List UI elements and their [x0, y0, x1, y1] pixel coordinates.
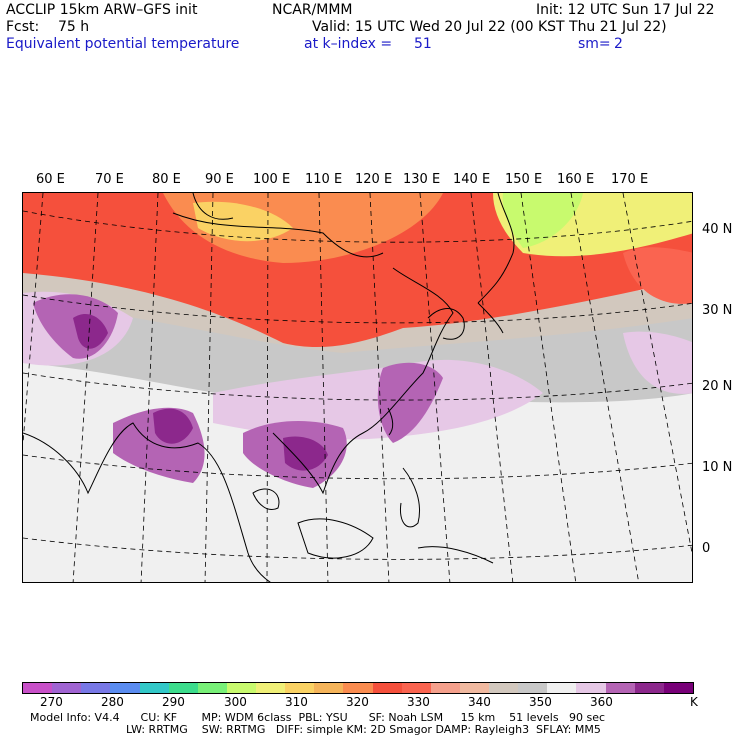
init-time: Init: 12 UTC Sun 17 Jul 22: [536, 2, 715, 18]
field-name: Equivalent potential temperature: [6, 36, 240, 52]
colorbar-swatch: [226, 683, 256, 693]
model-info-line2: LW: RRTMG SW: RRTMG DIFF: simple KM: 2D …: [126, 723, 601, 736]
lat-label: 20 N: [702, 379, 733, 394]
lon-label: 70 E: [95, 172, 124, 187]
colorbar-tick: 330: [407, 695, 430, 709]
level-label: at k–index =: [304, 36, 393, 52]
colorbar-swatch: [23, 683, 53, 693]
level-value: 51: [414, 36, 432, 52]
colorbar-unit: K: [690, 695, 698, 709]
colorbar-swatch: [256, 683, 286, 693]
smoothing-label: sm=: [578, 36, 611, 52]
colorbar-swatch: [110, 683, 140, 693]
colorbar-swatch: [605, 683, 635, 693]
colorbar-swatch: [518, 683, 548, 693]
lon-label: 90 E: [205, 172, 234, 187]
center-label: NCAR/MMM: [272, 2, 353, 18]
colorbar-swatch: [576, 683, 606, 693]
colorbar-swatch: [197, 683, 227, 693]
forecast-hours: 75 h: [58, 19, 90, 35]
colorbar: [22, 682, 694, 694]
colorbar-swatch: [168, 683, 198, 693]
lon-label: 160 E: [557, 172, 595, 187]
colorbar-tick: 310: [285, 695, 308, 709]
theta-e-map: [22, 192, 693, 583]
colorbar-swatch: [401, 683, 431, 693]
lon-label: 60 E: [36, 172, 65, 187]
lon-label: 120 E: [355, 172, 393, 187]
smoothing-value: 2: [614, 36, 623, 52]
lat-label: 40 N: [702, 222, 733, 237]
colorbar-tick: 360: [590, 695, 613, 709]
lat-label: 10 N: [702, 460, 733, 475]
valid-time: Valid: 15 UTC Wed 20 Jul 22 (00 KST Thu …: [312, 19, 667, 35]
colorbar-swatch: [285, 683, 315, 693]
colorbar-swatch: [139, 683, 169, 693]
lon-label: 110 E: [305, 172, 343, 187]
colorbar-tick: 340: [468, 695, 491, 709]
colorbar-swatch: [314, 683, 344, 693]
model-info-line1: Model Info: V4.4 CU: KF MP: WDM 6class P…: [30, 711, 606, 724]
colorbar-tick: 290: [162, 695, 185, 709]
colorbar-swatch: [372, 683, 402, 693]
model-title: ACCLIP 15km ARW–GFS init: [6, 2, 198, 18]
colorbar-tick: 280: [101, 695, 124, 709]
colorbar-swatch: [547, 683, 577, 693]
colorbar-tick: 350: [529, 695, 552, 709]
colorbar-tick: 270: [40, 695, 63, 709]
lon-label: 150 E: [505, 172, 543, 187]
colorbar-tick: 300: [224, 695, 247, 709]
lon-label: 140 E: [453, 172, 491, 187]
lon-label: 130 E: [403, 172, 441, 187]
lat-label: 0: [702, 541, 711, 556]
colorbar-swatch: [459, 683, 489, 693]
lat-label: 30 N: [702, 303, 733, 318]
colorbar-swatch: [81, 683, 111, 693]
colorbar-swatch: [430, 683, 460, 693]
lon-label: 100 E: [253, 172, 291, 187]
lon-label: 80 E: [152, 172, 181, 187]
colorbar-swatch: [663, 683, 693, 693]
colorbar-tick: 320: [346, 695, 369, 709]
colorbar-swatch: [343, 683, 373, 693]
colorbar-swatch: [489, 683, 519, 693]
lon-label: 170 E: [611, 172, 649, 187]
forecast-label: Fcst:: [6, 19, 40, 35]
colorbar-swatch: [634, 683, 664, 693]
colorbar-swatch: [52, 683, 82, 693]
